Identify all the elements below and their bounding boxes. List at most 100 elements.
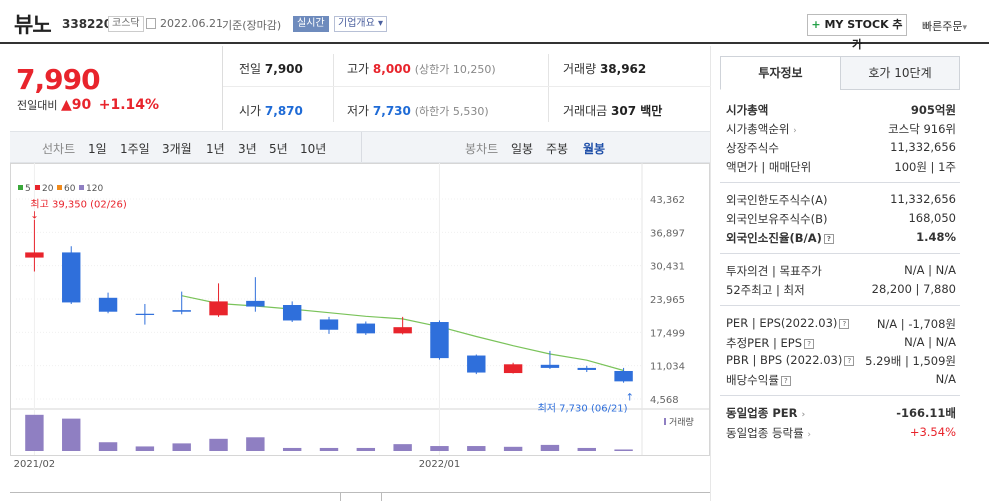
candle-body — [393, 327, 412, 334]
chart-resize-handle[interactable] — [340, 492, 382, 501]
stat-label: 저가 — [347, 104, 370, 118]
stat-label: 전일 — [239, 62, 262, 76]
info-label: 외국인한도주식수(A) — [726, 193, 828, 207]
candle-body — [62, 252, 81, 303]
candle-body — [282, 305, 302, 321]
tab-monthly[interactable]: 월봉 — [583, 142, 606, 156]
tab-3month[interactable]: 3개월 — [162, 142, 192, 156]
info-label: 52주최고 | 최저 — [726, 283, 805, 297]
company-info-button[interactable]: 기업개요 ▾ — [334, 16, 388, 32]
volume-bar — [282, 447, 302, 451]
stat-value: 8,000 — [372, 62, 411, 76]
tab-1year[interactable]: 1년 — [206, 142, 225, 156]
current-price: 7,990 — [16, 63, 101, 96]
volume-bar — [172, 443, 191, 451]
legend-swatch — [79, 185, 84, 190]
help-icon[interactable]: ? — [823, 233, 834, 244]
info-row: PBR | BPS (2022.03)? 5.29배 | 1,509원 — [726, 353, 956, 368]
y-tick-label: 36,897 — [650, 228, 685, 239]
help-icon[interactable]: ? — [780, 375, 791, 386]
basis-text: 기준(장마감) — [222, 19, 282, 32]
plus-icon: + — [811, 18, 821, 31]
volume-bar — [503, 446, 523, 451]
stat-label: 거래량 — [563, 62, 597, 76]
stat-value: 7,870 — [264, 104, 303, 118]
stat-value: 38,962 — [599, 62, 647, 76]
candle-body — [503, 364, 523, 374]
stat-label: 시가 — [239, 104, 262, 118]
info-row[interactable]: 시가총액순위 › 코스닥 916위 — [726, 121, 956, 137]
y-tick-label: 17,499 — [650, 328, 685, 339]
divider — [720, 253, 960, 254]
tab-investment-info[interactable]: 투자정보 — [720, 56, 841, 90]
chevron-right-icon: › — [793, 126, 797, 136]
volume-bar — [135, 446, 155, 451]
tab-3year[interactable]: 3년 — [238, 142, 257, 156]
info-row: 투자의견 | 목표주가 N/A | N/A — [726, 263, 956, 279]
market-badge: 코스닥 — [108, 16, 144, 32]
candle-body — [540, 364, 560, 368]
company-info-label: 기업개요 — [338, 18, 375, 29]
candle-body — [135, 313, 155, 315]
chevron-down-icon: ▾ — [962, 23, 968, 33]
stat-prev: 전일 7,900 — [239, 60, 303, 77]
info-label: 외국인보유주식수(B) — [726, 212, 828, 226]
info-label: 투자의견 | 목표주가 — [726, 264, 822, 278]
candlestick-chart: 5 20 60 120 43,362 36,897 30,431 23,965 17,499 11… — [10, 163, 710, 470]
stat-high: 고가 8,000 (상한가 10,250) — [347, 60, 496, 77]
x-tick-label: 2022/01 — [419, 459, 461, 470]
candle-chart-label: 봉차트 — [465, 142, 499, 156]
candle-body — [356, 323, 376, 334]
info-value: 5.29배 | 1,509원 — [865, 354, 956, 368]
info-row[interactable]: 동일업종 PER › -166.11배 — [726, 405, 956, 421]
stat-value: 7,900 — [264, 62, 303, 76]
column-divider — [710, 46, 711, 501]
info-value: 28,200 | 7,880 — [871, 282, 956, 296]
upper-limit: (상한가 10,250) — [414, 63, 496, 76]
info-row: 시가총액 905억원 — [726, 102, 956, 118]
tab-5year[interactable]: 5년 — [269, 142, 288, 156]
tab-daily[interactable]: 일봉 — [511, 142, 534, 156]
tab-1day[interactable]: 1일 — [88, 142, 107, 156]
up-arrow-icon: ▲ — [60, 97, 72, 113]
chart-frame — [10, 163, 710, 456]
candle-body — [209, 301, 228, 316]
lower-limit: (하한가 5,530) — [414, 105, 489, 118]
calendar-icon — [146, 18, 156, 29]
info-row[interactable]: 동일업종 등락률 › +3.54% — [726, 425, 956, 441]
stat-value: 307 백만 — [611, 104, 663, 118]
info-label: PBR | BPS (2022.03) — [726, 353, 843, 367]
info-row: 배당수익률? N/A — [726, 372, 956, 388]
volume-bar — [319, 447, 339, 451]
info-value: N/A | N/A — [904, 263, 956, 277]
quick-order-button[interactable]: 빠른주문▾ — [922, 18, 967, 34]
info-label: 상장주식수 — [726, 141, 779, 155]
stat-open: 시가 7,870 — [239, 102, 303, 119]
volume-bar — [614, 449, 633, 451]
info-value: N/A | N/A — [904, 335, 956, 349]
volume-bar — [540, 444, 560, 451]
tab-10year[interactable]: 10년 — [300, 142, 327, 156]
stat-low: 저가 7,730 (하한가 5,530) — [347, 102, 489, 119]
price-stats: 전일 7,900 고가 8,000 (상한가 10,250) 거래량 38,96… — [222, 46, 711, 130]
info-value: N/A — [935, 372, 956, 386]
help-icon[interactable]: ? — [804, 338, 815, 349]
chart-period-tabs: 선차트 1일 1주일 3개월 1년 3년 5년 10년 봉차트 일봉 주봉 월봉 — [10, 131, 710, 163]
divider — [223, 86, 711, 87]
tab-weekly[interactable]: 주봉 — [546, 142, 569, 156]
volume-legend-swatch — [664, 418, 666, 425]
help-icon[interactable]: ? — [839, 318, 850, 329]
my-stock-add-button[interactable]: + MY STOCK 추가 — [807, 14, 907, 51]
price-change: 전일대비 ▲90 +1.14% — [17, 97, 159, 113]
realtime-button[interactable]: 실시간 — [293, 16, 329, 32]
volume-bar — [430, 446, 449, 451]
chevron-right-icon: › — [807, 430, 811, 440]
tab-1week[interactable]: 1주일 — [120, 142, 150, 156]
info-label: 동일업종 PER — [726, 406, 798, 420]
chevron-right-icon: › — [801, 410, 806, 420]
info-value: 1.48% — [916, 230, 956, 244]
tab-order-book[interactable]: 호가 10단계 — [840, 56, 960, 90]
legend-swatch — [18, 185, 23, 190]
info-value: 905억원 — [910, 103, 956, 117]
help-icon[interactable]: ? — [844, 355, 855, 366]
